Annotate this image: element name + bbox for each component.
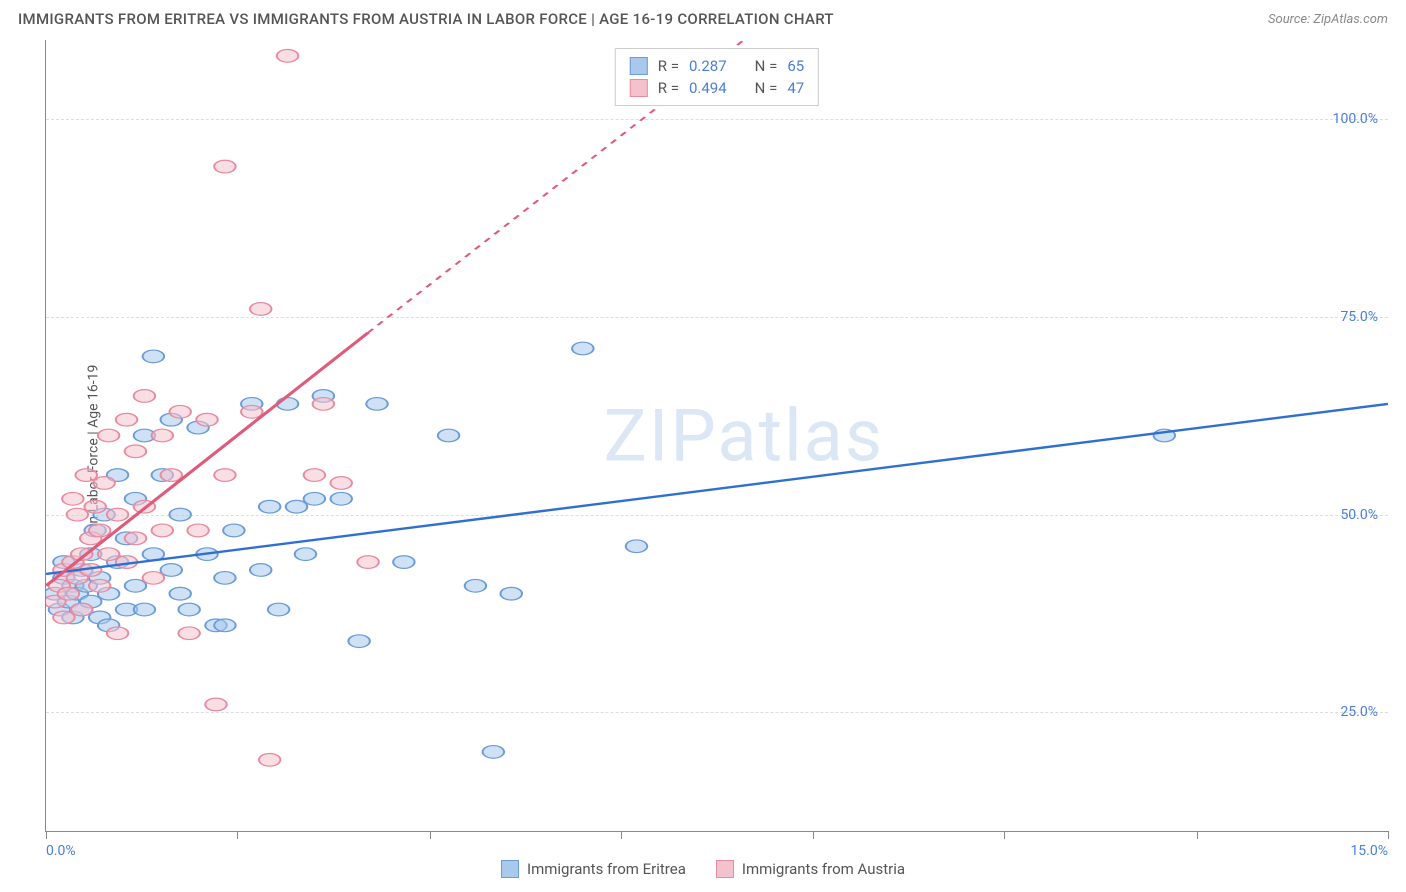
data-point: [107, 627, 128, 640]
data-point: [357, 556, 378, 569]
stats-legend: R = 0.287 N = 65 R = 0.494 N = 47: [615, 48, 819, 106]
data-point: [483, 746, 504, 759]
legend-label-austria: Immigrants from Austria: [742, 860, 905, 878]
data-point: [366, 398, 387, 411]
data-point: [152, 429, 173, 442]
data-point: [438, 429, 459, 442]
r-label: R =: [658, 79, 679, 97]
data-point: [169, 508, 190, 521]
data-point: [572, 342, 593, 355]
data-point: [93, 477, 114, 490]
bottom-legend: Immigrants from Eritrea Immigrants from …: [501, 860, 905, 878]
xtick-label: 0.0%: [46, 843, 76, 859]
data-point: [205, 698, 226, 711]
xtick: [813, 831, 814, 839]
n-label: N =: [755, 57, 778, 75]
data-point: [169, 587, 190, 600]
stats-row-austria: R = 0.494 N = 47: [630, 77, 804, 99]
r-value-eritrea: 0.287: [689, 57, 727, 75]
data-point: [500, 587, 521, 600]
data-point: [53, 611, 74, 624]
data-point: [169, 405, 190, 418]
data-point: [626, 540, 647, 553]
chart-plot-area: ZIPatlas R = 0.287 N = 65 R = 0.494 N = …: [45, 40, 1388, 832]
data-point: [331, 492, 352, 505]
n-value-eritrea: 65: [787, 57, 804, 75]
r-value-austria: 0.494: [689, 79, 727, 97]
data-point: [313, 398, 334, 411]
data-point: [84, 500, 105, 513]
source-label: Source: ZipAtlas.com: [1268, 12, 1388, 27]
data-point: [67, 508, 88, 521]
data-point: [393, 556, 414, 569]
data-point: [304, 492, 325, 505]
data-point: [62, 492, 83, 505]
data-point: [268, 603, 289, 616]
legend-item-austria: Immigrants from Austria: [716, 860, 905, 878]
data-point: [89, 524, 110, 537]
data-point: [187, 524, 208, 537]
data-point: [76, 469, 97, 482]
chart-title: IMMIGRANTS FROM ERITREA VS IMMIGRANTS FR…: [18, 10, 834, 28]
swatch-eritrea: [501, 860, 519, 878]
xtick: [237, 831, 238, 839]
r-label: R =: [658, 57, 679, 75]
data-point: [277, 49, 298, 62]
data-point: [89, 579, 110, 592]
xtick: [46, 831, 47, 839]
n-label: N =: [755, 79, 778, 97]
data-point: [196, 413, 217, 426]
legend-label-eritrea: Immigrants from Eritrea: [527, 860, 686, 878]
data-point: [223, 524, 244, 537]
data-point: [71, 603, 92, 616]
data-point: [134, 390, 155, 403]
data-point: [152, 524, 173, 537]
stats-row-eritrea: R = 0.287 N = 65: [630, 55, 804, 77]
xtick: [621, 831, 622, 839]
data-point: [259, 500, 280, 513]
xtick: [430, 831, 431, 839]
data-point: [161, 564, 182, 577]
data-point: [465, 579, 486, 592]
data-point: [259, 753, 280, 766]
data-point: [134, 603, 155, 616]
data-point: [107, 508, 128, 521]
data-point: [214, 160, 235, 173]
data-point: [295, 548, 316, 561]
data-point: [214, 469, 235, 482]
xtick-label: 15.0%: [1350, 843, 1388, 859]
xtick: [1388, 831, 1389, 839]
legend-item-eritrea: Immigrants from Eritrea: [501, 860, 686, 878]
swatch-austria: [716, 860, 734, 878]
data-point: [58, 587, 79, 600]
data-point: [125, 445, 146, 458]
data-point: [98, 548, 119, 561]
data-point: [116, 413, 137, 426]
data-point: [178, 627, 199, 640]
data-point: [214, 572, 235, 585]
data-point: [304, 469, 325, 482]
data-point: [98, 429, 119, 442]
data-point: [125, 532, 146, 545]
swatch-austria: [630, 79, 648, 97]
data-point: [277, 398, 298, 411]
scatter-svg: [46, 40, 1388, 831]
data-point: [348, 635, 369, 648]
data-point: [143, 572, 164, 585]
data-point: [143, 350, 164, 363]
data-point: [286, 500, 307, 513]
n-value-austria: 47: [787, 79, 804, 97]
data-point: [331, 477, 352, 490]
xtick: [1004, 831, 1005, 839]
xtick: [1197, 831, 1198, 839]
swatch-eritrea: [630, 57, 648, 75]
data-point: [250, 564, 271, 577]
data-point: [178, 603, 199, 616]
data-point: [125, 579, 146, 592]
data-point: [214, 619, 235, 632]
data-point: [250, 303, 271, 316]
